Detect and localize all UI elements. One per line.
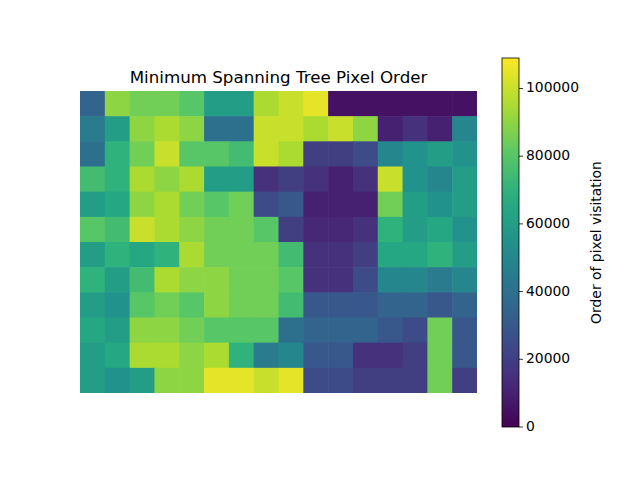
svg-text:Order of pixel visitation: Order of pixel visitation [588, 161, 604, 324]
svg-text:20000: 20000 [526, 350, 570, 366]
svg-text:Minimum Spanning Tree Pixel Or: Minimum Spanning Tree Pixel Order [130, 67, 428, 87]
svg-text:0: 0 [526, 418, 535, 434]
svg-text:80000: 80000 [526, 147, 570, 163]
svg-text:60000: 60000 [526, 215, 570, 231]
svg-text:40000: 40000 [526, 283, 570, 299]
svg-text:100000: 100000 [526, 79, 579, 95]
